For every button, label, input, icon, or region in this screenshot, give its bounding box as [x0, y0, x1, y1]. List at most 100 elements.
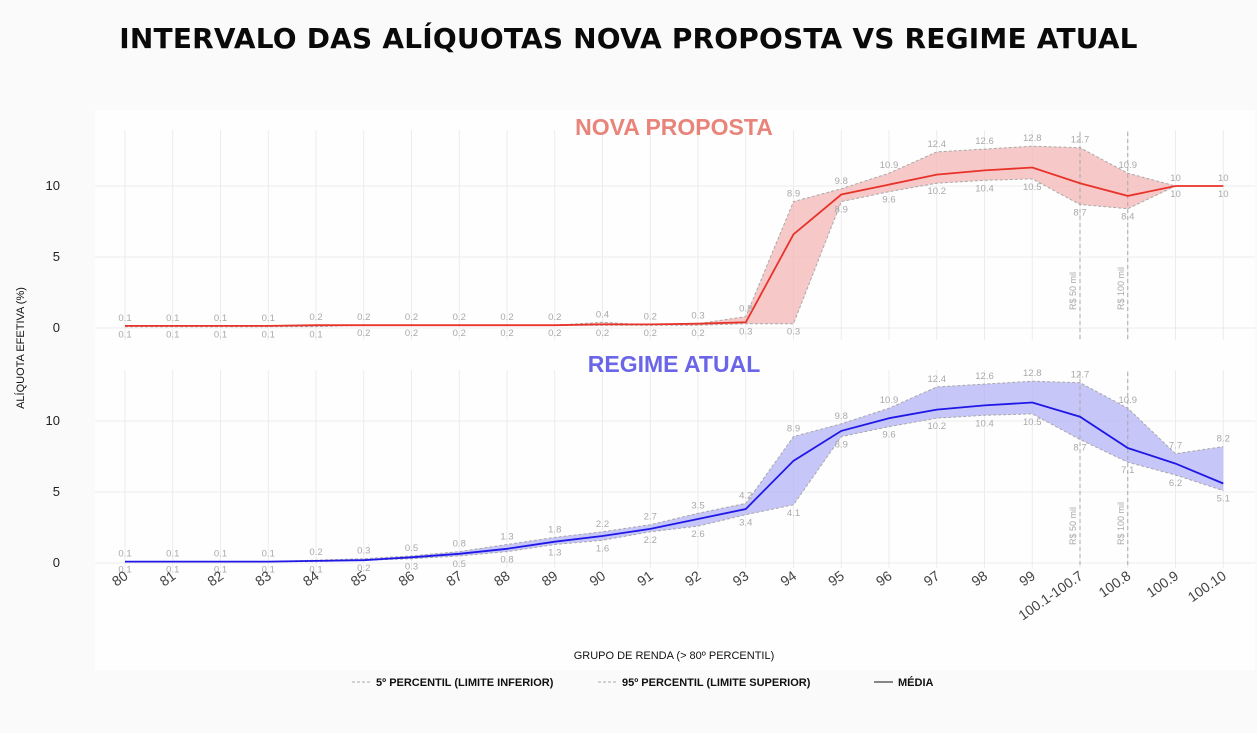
upper-data-label: 0.8	[453, 539, 466, 550]
upper-data-label: 4.2	[739, 490, 752, 501]
panel-title-regime: REGIME ATUAL	[588, 351, 761, 377]
lower-data-label: 0.1	[214, 565, 227, 576]
chart-area: 0 5 10 R$ 50 mil R$ 100 mil 0.1 0.1 0.1 0.1 0.2 0.…	[0, 100, 1257, 733]
y-tick-label: 0	[53, 320, 60, 335]
lower-percentile-line	[125, 178, 1224, 328]
lower-data-label: 0.1	[118, 565, 131, 576]
y-axis-title: ALÍQUOTA EFETIVA (%)	[14, 287, 27, 409]
lower-data-label: 0.2	[500, 328, 513, 339]
upper-data-label: 0.1	[118, 549, 131, 560]
upper-data-label: 1.8	[548, 524, 561, 535]
upper-data-label: 8.2	[1217, 434, 1230, 445]
lower-data-label: 8.9	[835, 205, 848, 216]
upper-data-label: 7.7	[1169, 441, 1182, 452]
lower-percentile-line	[125, 413, 1224, 563]
reference-line-label: R$ 100 mil	[1116, 267, 1126, 310]
upper-data-label: 1.3	[500, 532, 513, 543]
lower-data-label: 9.6	[882, 430, 895, 441]
lower-data-label: 3.4	[739, 518, 752, 529]
lower-data-label: 0.5	[453, 559, 466, 570]
upper-percentile-line	[125, 145, 1224, 328]
legend-label: 95º PERCENTIL (LIMITE SUPERIOR)	[622, 677, 811, 689]
upper-data-label: 0.2	[453, 312, 466, 323]
lower-data-label: 8.7	[1073, 207, 1086, 218]
lower-data-label: 0.1	[214, 330, 227, 341]
chart-svg: 0 5 10 R$ 50 mil R$ 100 mil 0.1 0.1 0.1 0.1 0.2 0.…	[14, 110, 1255, 689]
y-tick-label: 10	[46, 178, 60, 193]
upper-data-label: 0.2	[309, 312, 322, 323]
upper-percentile-line	[125, 380, 1224, 563]
upper-data-label: 0.8	[739, 304, 752, 315]
upper-data-label: 12.6	[975, 136, 994, 147]
lower-data-label: 0.2	[548, 328, 561, 339]
lower-data-label: 0.1	[262, 330, 275, 341]
lower-data-label: 10.4	[975, 418, 994, 429]
lower-data-label: 10.4	[975, 183, 994, 194]
lower-data-label: 0.8	[500, 555, 513, 566]
upper-data-label: 9.8	[835, 411, 848, 422]
panel-title-nova: NOVA PROPOSTA	[575, 114, 773, 140]
upper-data-label: 2.2	[596, 519, 609, 530]
upper-data-label: 8.9	[787, 189, 800, 200]
upper-data-label: 0.1	[166, 313, 179, 324]
lower-data-label: 8.7	[1073, 442, 1086, 453]
lower-data-label: 10.2	[928, 186, 947, 197]
lower-data-label: 2.2	[644, 535, 657, 546]
lower-data-label: 0.2	[596, 328, 609, 339]
upper-data-label: 0.2	[309, 547, 322, 558]
lower-data-label: 10	[1218, 189, 1229, 200]
lower-data-label: 0.1	[166, 330, 179, 341]
lower-data-label: 0.2	[405, 328, 418, 339]
upper-data-label: 0.3	[357, 546, 370, 557]
upper-data-label: 8.9	[787, 424, 800, 435]
upper-data-label: 9.8	[835, 176, 848, 187]
panel-regime: 0 5 10 R$ 50 mil R$ 100 mil 0.1 0.1 0.1 0.1 0.2 0.…	[46, 351, 1255, 576]
reference-line-label: R$ 50 mil	[1068, 272, 1078, 310]
lower-data-label: 5.1	[1217, 494, 1230, 505]
lower-data-label: 0.2	[453, 328, 466, 339]
upper-data-label: 0.1	[118, 313, 131, 324]
lower-data-label: 6.2	[1169, 478, 1182, 489]
upper-data-label: 12.6	[975, 371, 994, 382]
lower-data-label: 10.2	[928, 421, 947, 432]
legend-label: MÉDIA	[898, 676, 934, 689]
lower-data-label: 1.6	[596, 543, 609, 554]
upper-data-label: 10	[1218, 173, 1229, 184]
lower-data-label: 0.1	[166, 565, 179, 576]
upper-data-label: 10.9	[880, 395, 899, 406]
upper-data-label: 0.1	[262, 549, 275, 560]
upper-data-label: 12.8	[1023, 368, 1042, 379]
percentile-band	[125, 381, 1224, 562]
lower-data-label: 1.3	[548, 548, 561, 559]
upper-data-label: 0.1	[166, 549, 179, 560]
upper-data-label: 0.1	[262, 313, 275, 324]
lower-data-label: 0.1	[262, 565, 275, 576]
upper-data-label: 12.4	[928, 374, 947, 385]
y-tick-label: 5	[53, 249, 60, 264]
upper-data-label: 0.2	[644, 311, 657, 322]
lower-data-label: 2.6	[691, 529, 704, 540]
upper-data-label: 0.5	[405, 543, 418, 554]
upper-data-label: 3.5	[691, 500, 704, 511]
x-axis-title: GRUPO DE RENDA (> 80º PERCENTIL)	[574, 650, 775, 662]
y-tick-label: 10	[46, 413, 60, 428]
lower-data-label: 9.6	[882, 195, 895, 206]
legend: 5º PERCENTIL (LIMITE INFERIOR) 95º PERCEN…	[352, 676, 934, 689]
lower-data-label: 7.1	[1121, 465, 1134, 476]
upper-data-label: 0.2	[500, 312, 513, 323]
upper-data-label: 0.2	[405, 312, 418, 323]
upper-data-label: 0.2	[548, 312, 561, 323]
legend-label: 5º PERCENTIL (LIMITE INFERIOR)	[376, 677, 554, 689]
lower-data-label: 8.4	[1121, 212, 1134, 223]
upper-data-label: 0.3	[691, 311, 704, 322]
lower-data-label: 10.5	[1023, 182, 1042, 193]
upper-data-label: 2.7	[644, 512, 657, 523]
upper-data-label: 0.1	[214, 549, 227, 560]
upper-data-label: 12.4	[928, 139, 947, 150]
lower-data-label: 0.3	[739, 327, 752, 338]
lower-data-label: 0.2	[357, 563, 370, 574]
upper-data-label: 12.7	[1071, 370, 1090, 381]
upper-data-label: 10.9	[1119, 160, 1138, 171]
lower-data-label: 10	[1170, 189, 1181, 200]
lower-data-label: 8.9	[835, 440, 848, 451]
